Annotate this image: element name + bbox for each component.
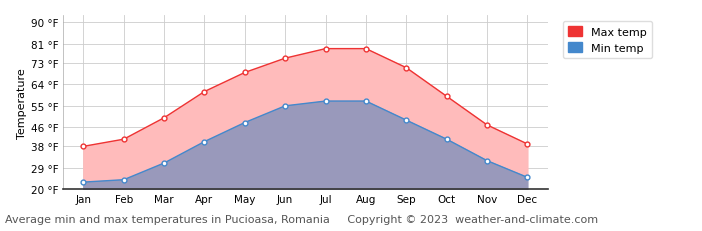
Y-axis label: Temperature: Temperature [17, 68, 27, 138]
Legend: Max temp, Min temp: Max temp, Min temp [563, 22, 652, 59]
Text: Average min and max temperatures in Pucioasa, Romania     Copyright © 2023  weat: Average min and max temperatures in Puci… [6, 214, 598, 224]
